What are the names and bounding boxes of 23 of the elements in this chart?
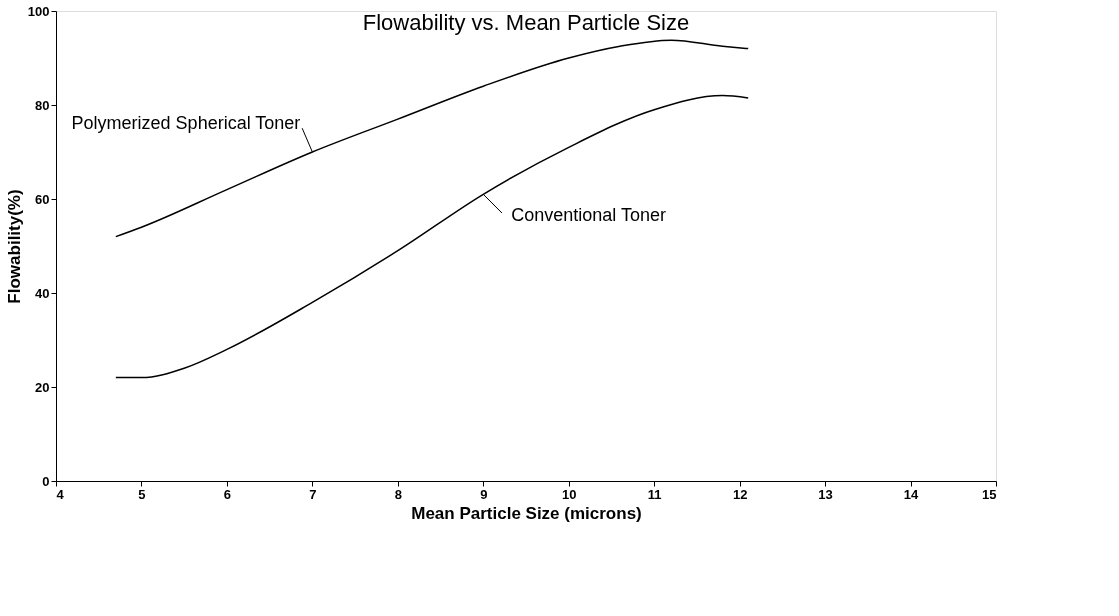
y-tick-label: 20 [35, 379, 50, 395]
x-tick-label: 13 [818, 486, 833, 502]
x-tick-label: 14 [903, 486, 920, 502]
y-tick-label: 80 [35, 97, 50, 113]
x-tick-label: 6 [223, 486, 232, 502]
y-tick-label: 60 [35, 191, 50, 207]
y-axis-title: Flowability(%) [4, 189, 24, 304]
x-tick-label: 5 [138, 486, 146, 502]
x-tick-label: 7 [309, 486, 317, 502]
x-tick-label: 12 [732, 486, 748, 502]
x-tick-label: 15 [982, 486, 997, 502]
x-tick-label: 4 [56, 486, 65, 502]
x-tick-label: 10 [561, 486, 577, 502]
legend-label: Conventional Toner [511, 205, 667, 226]
x-tick-label: 11 [647, 486, 662, 502]
chart-title: Flowability vs. Mean Particle Size [362, 10, 690, 35]
x-tick-label: 8 [394, 486, 402, 502]
y-tick-label: 100 [27, 3, 50, 19]
y-tick-label: 0 [42, 473, 50, 489]
x-tick-label: 9 [480, 486, 488, 502]
y-tick-label: 40 [35, 285, 50, 301]
x-axis-title: Mean Particle Size (microns) [411, 503, 642, 523]
series-label: Polymerized Spherical Toner [71, 113, 301, 133]
